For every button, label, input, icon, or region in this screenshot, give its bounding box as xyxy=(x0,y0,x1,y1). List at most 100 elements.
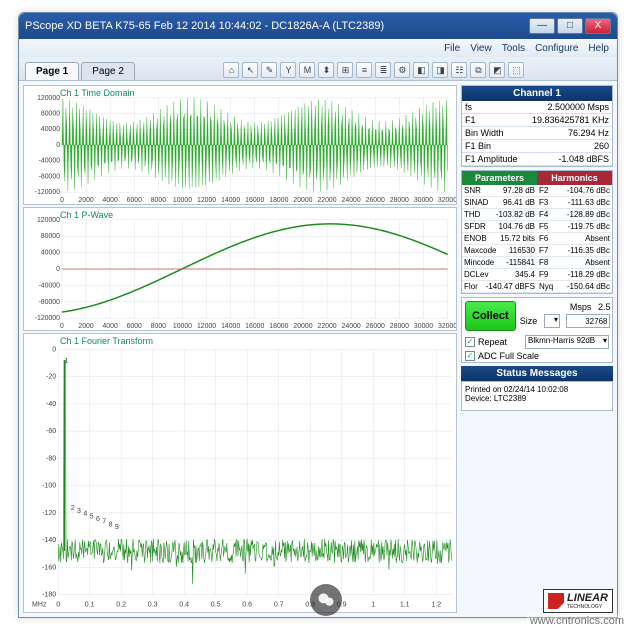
svg-text:120000: 120000 xyxy=(37,95,60,102)
chart-p-wave[interactable]: Ch 1 P-Wave -120000-80000-40000040000800… xyxy=(23,207,457,331)
svg-text:18000: 18000 xyxy=(269,323,288,330)
svg-text:-120000: -120000 xyxy=(35,189,60,196)
svg-text:16000: 16000 xyxy=(245,323,264,330)
chart-fourier[interactable]: Ch 1 Fourier Transform 0-20-40-60-80-100… xyxy=(23,333,457,613)
svg-text:4000: 4000 xyxy=(103,197,118,204)
svg-text:3: 3 xyxy=(77,508,81,515)
svg-text:-40000: -40000 xyxy=(39,282,61,289)
svg-text:1: 1 xyxy=(64,358,68,365)
chart-time-domain[interactable]: Ch 1 Time Domain -120000-80000-400000400… xyxy=(23,85,457,205)
svg-text:-140: -140 xyxy=(42,537,56,544)
harmonic-row: F4-128.89 dBc xyxy=(537,209,612,221)
app-window: PScope XD BETA K75-65 Feb 12 2014 10:44:… xyxy=(18,12,618,618)
svg-text:0.4: 0.4 xyxy=(179,602,189,609)
minimize-button[interactable]: — xyxy=(529,18,555,34)
size-dropdown-icon[interactable] xyxy=(544,314,560,328)
svg-text:-80000: -80000 xyxy=(39,299,61,306)
channel-row: Bin Width76.294 Hz xyxy=(462,127,612,140)
param-row: SINAD96.41 dB xyxy=(462,197,537,209)
close-button[interactable]: X xyxy=(585,18,611,34)
collect-button[interactable]: Collect xyxy=(465,301,516,331)
svg-text:30000: 30000 xyxy=(414,197,433,204)
toolbar-button-6[interactable]: ⊞ xyxy=(337,62,353,78)
svg-text:0.2: 0.2 xyxy=(116,602,126,609)
channel-row: F1 Bin260 xyxy=(462,140,612,153)
toolbar-button-12[interactable]: ☷ xyxy=(451,62,467,78)
toolbar-button-10[interactable]: ◧ xyxy=(413,62,429,78)
param-row: ENOB15.72 bits xyxy=(462,233,537,245)
menu-configure[interactable]: Configure xyxy=(535,43,578,54)
svg-text:4000: 4000 xyxy=(102,323,117,330)
svg-text:6000: 6000 xyxy=(127,323,142,330)
svg-text:9: 9 xyxy=(115,524,119,531)
menu-view[interactable]: View xyxy=(470,43,492,54)
svg-text:1.2: 1.2 xyxy=(431,602,441,609)
toolbar-button-9[interactable]: ⚙ xyxy=(394,62,410,78)
svg-text:6000: 6000 xyxy=(127,197,142,204)
status-header: Status Messages xyxy=(461,366,613,381)
channel-row: F1 Amplitude-1.048 dBFS xyxy=(462,153,612,166)
toolbar-button-7[interactable]: ≡ xyxy=(356,62,372,78)
toolbar-button-14[interactable]: ◩ xyxy=(489,62,505,78)
toolbar-button-5[interactable]: ⬍ xyxy=(318,62,334,78)
toolbar-button-15[interactable]: ⬚ xyxy=(508,62,524,78)
svg-text:-100: -100 xyxy=(42,483,56,490)
param-row: DCLev345.4 xyxy=(462,269,537,281)
svg-text:10000: 10000 xyxy=(173,197,192,204)
toolbar-button-3[interactable]: Y xyxy=(280,62,296,78)
svg-text:8000: 8000 xyxy=(151,197,166,204)
param-row: Mincode-115841 xyxy=(462,257,537,269)
menu-tools[interactable]: Tools xyxy=(502,43,525,54)
param-row: THD-103.82 dB xyxy=(462,209,537,221)
svg-text:-80: -80 xyxy=(46,455,56,462)
titlebar[interactable]: PScope XD BETA K75-65 Feb 12 2014 10:44:… xyxy=(19,13,617,39)
toolbar-button-11[interactable]: ◨ xyxy=(432,62,448,78)
toolbar-button-13[interactable]: ⧉ xyxy=(470,62,486,78)
param-row: Flor-140.47 dBFS xyxy=(462,281,537,293)
toolbar: ⌂↖✎YM⬍⊞≡≣⚙◧◨☷⧉◩⬚ xyxy=(137,62,611,80)
toolbar-button-2[interactable]: ✎ xyxy=(261,62,277,78)
tab-page1[interactable]: Page 1 xyxy=(25,62,79,80)
svg-text:120000: 120000 xyxy=(37,217,60,224)
collect-panel: Collect Msps 2.5 Size ✓ Repeat Blkmn-Har… xyxy=(461,297,613,363)
tab-page2[interactable]: Page 2 xyxy=(81,62,135,80)
channel-row: F119.836425781 KHz xyxy=(462,114,612,127)
param-harm-header: Parameters Harmonics xyxy=(462,171,612,185)
param-row: SFDR104.76 dB xyxy=(462,221,537,233)
msps-label: Msps xyxy=(570,302,592,312)
menu-help[interactable]: Help xyxy=(588,43,609,54)
window-select[interactable]: Blkmn-Harris 92dB xyxy=(525,335,609,349)
toolbar-button-8[interactable]: ≣ xyxy=(375,62,391,78)
toolbar-button-1[interactable]: ↖ xyxy=(242,62,258,78)
svg-text:10000: 10000 xyxy=(173,323,192,330)
svg-text:8: 8 xyxy=(109,521,113,528)
harmonic-row: F2-104.76 dBc xyxy=(537,185,612,197)
svg-text:-180: -180 xyxy=(42,592,56,599)
adc-checkbox[interactable]: ✓ xyxy=(465,351,475,361)
harmonic-row: F3-111.63 dBc xyxy=(537,197,612,209)
svg-text:12000: 12000 xyxy=(197,197,216,204)
toolbar-button-4[interactable]: M xyxy=(299,62,315,78)
charts-pane: Ch 1 Time Domain -120000-80000-400000400… xyxy=(19,81,459,617)
svg-text:18000: 18000 xyxy=(269,197,288,204)
harmonic-row: F7-116.35 dBc xyxy=(537,245,612,257)
menu-file[interactable]: File xyxy=(444,43,460,54)
repeat-checkbox[interactable]: ✓ xyxy=(465,337,475,347)
svg-text:7: 7 xyxy=(102,519,106,526)
channel-header: Channel 1 xyxy=(462,86,612,101)
tabs-toolbar: Page 1 Page 2 ⌂↖✎YM⬍⊞≡≣⚙◧◨☷⧉◩⬚ xyxy=(19,57,617,81)
svg-text:16000: 16000 xyxy=(245,197,264,204)
svg-text:12000: 12000 xyxy=(197,323,216,330)
status-line: Device: LTC2389 xyxy=(465,394,609,403)
svg-text:40000: 40000 xyxy=(41,126,60,133)
toolbar-button-0[interactable]: ⌂ xyxy=(223,62,239,78)
svg-text:5: 5 xyxy=(90,513,94,520)
size-input[interactable] xyxy=(566,314,610,328)
svg-text:-80000: -80000 xyxy=(39,173,61,180)
svg-text:32000: 32000 xyxy=(438,323,456,330)
status-panel: Status Messages Printed on 02/24/14 10:0… xyxy=(461,366,613,411)
maximize-button[interactable]: □ xyxy=(557,18,583,34)
svg-text:4: 4 xyxy=(83,511,87,518)
logo-mark-icon xyxy=(548,593,564,609)
wechat-overlay-icon xyxy=(310,584,342,616)
